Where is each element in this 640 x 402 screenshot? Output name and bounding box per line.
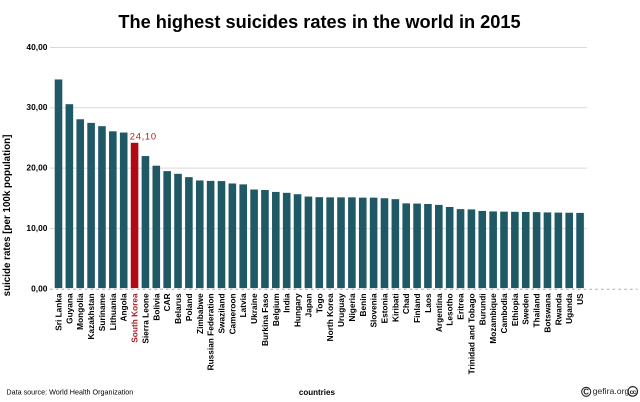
svg-text:Data source: World Health Orga: Data source: World Health Organization <box>6 387 133 396</box>
svg-text:Sweden: Sweden <box>521 293 531 324</box>
svg-text:North Korea: North Korea <box>325 293 335 341</box>
svg-text:Mongolia: Mongolia <box>75 293 85 330</box>
svg-text:10,00: 10,00 <box>26 223 47 233</box>
svg-text:Burkina Faso: Burkina Faso <box>260 293 270 346</box>
svg-text:Ukraine: Ukraine <box>249 293 259 324</box>
svg-text:30,00: 30,00 <box>26 102 47 112</box>
svg-text:Guyana: Guyana <box>64 293 74 324</box>
svg-text:24,10: 24,10 <box>130 130 157 141</box>
svg-text:Lesotho: Lesotho <box>445 293 455 325</box>
svg-text:Uruguay: Uruguay <box>336 293 346 327</box>
svg-text:Burundi: Burundi <box>477 293 487 325</box>
svg-text:Thailand: Thailand <box>532 293 542 327</box>
svg-text:Mozambique: Mozambique <box>488 293 498 344</box>
svg-text:Lithuania: Lithuania <box>108 293 118 330</box>
svg-text:Ethiopia: Ethiopia <box>510 293 520 326</box>
svg-text:cc: cc <box>630 389 637 396</box>
svg-text:Rwanda: Rwanda <box>553 293 563 325</box>
svg-text:Eritrea: Eritrea <box>456 293 466 320</box>
svg-text:Angola: Angola <box>119 293 129 322</box>
svg-text:Zimbabwe: Zimbabwe <box>195 293 205 334</box>
svg-text:Japan: Japan <box>303 293 313 317</box>
svg-text:Belgium: Belgium <box>271 293 281 326</box>
svg-text:20,00: 20,00 <box>26 163 47 173</box>
svg-text:Suriname: Suriname <box>97 293 107 331</box>
svg-text:Sri Lanka: Sri Lanka <box>54 293 64 331</box>
svg-text:Trinidad and Tobago: Trinidad and Tobago <box>466 293 476 374</box>
svg-text:Togo: Togo <box>314 293 324 313</box>
svg-text:Benin: Benin <box>358 293 368 316</box>
svg-text:Swaziland: Swaziland <box>216 293 226 333</box>
svg-text:Argentina: Argentina <box>434 293 444 332</box>
svg-text:Uganda: Uganda <box>564 293 574 324</box>
svg-text:Cameroon: Cameroon <box>227 293 237 334</box>
svg-text:Poland: Poland <box>184 293 194 321</box>
svg-text:Russian Federation: Russian Federation <box>206 293 216 370</box>
svg-text:Hungary: Hungary <box>293 293 303 327</box>
svg-text:0,00: 0,00 <box>31 284 48 294</box>
svg-text:South Korea: South Korea <box>130 293 140 343</box>
svg-text:Chad: Chad <box>401 293 411 314</box>
svg-text:Nigeria: Nigeria <box>347 293 357 322</box>
svg-text:US: US <box>575 293 585 305</box>
svg-text:Estonia: Estonia <box>379 293 389 323</box>
svg-text:India: India <box>282 293 292 313</box>
svg-text:CAR: CAR <box>162 293 172 311</box>
svg-text:The highest suicides rates in: The highest suicides rates in the world … <box>118 12 520 32</box>
svg-text:Kazakhstan: Kazakhstan <box>86 293 96 339</box>
svg-text:Finland: Finland <box>412 293 422 323</box>
svg-text:Laos: Laos <box>423 293 433 313</box>
svg-text:Latvia: Latvia <box>238 293 248 317</box>
svg-text:suicide rates [per 100k popula: suicide rates [per 100k population] <box>2 135 13 297</box>
svg-text:Bolivia: Bolivia <box>151 293 161 321</box>
svg-text:Slovenia: Slovenia <box>369 293 379 328</box>
svg-text:Belarus: Belarus <box>173 293 183 324</box>
svg-text:C: C <box>583 388 589 397</box>
svg-text:Sierra Leone: Sierra Leone <box>140 293 150 344</box>
svg-text:gefira.org: gefira.org <box>593 386 630 396</box>
svg-text:Botswana: Botswana <box>542 293 552 333</box>
svg-text:40,00: 40,00 <box>26 42 47 52</box>
svg-text:countries: countries <box>299 388 336 397</box>
svg-text:Kiribati: Kiribati <box>390 293 400 322</box>
svg-text:Cambodia: Cambodia <box>499 293 509 333</box>
